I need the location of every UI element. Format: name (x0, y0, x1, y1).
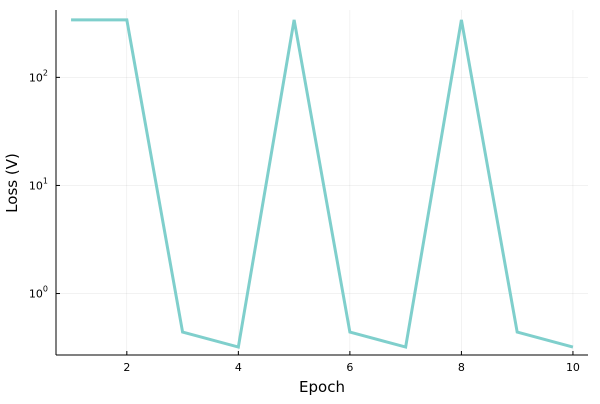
grid (56, 10, 588, 355)
series-line (71, 18, 574, 349)
x-tick-label: 8 (458, 361, 465, 374)
x-axis-title: Epoch (299, 378, 345, 396)
y-tick-base: 10 (29, 179, 43, 192)
x-tick-label: 2 (123, 361, 130, 374)
x-tick-label: 4 (235, 361, 242, 374)
y-tick-label: 100 (29, 285, 48, 301)
y-tick-exponent: 2 (43, 68, 48, 77)
x-tick-label: 10 (566, 361, 580, 374)
x-tick-label: 6 (346, 361, 353, 374)
y-tick-label: 101 (29, 176, 48, 192)
x-tick-labels: 2 4 6 8 10 (123, 351, 580, 374)
series (71, 18, 574, 349)
y-tick-base: 10 (29, 288, 43, 301)
y-tick-label: 102 (29, 68, 48, 84)
y-tick-base: 10 (29, 71, 43, 84)
y-tick-exponent: 0 (43, 285, 48, 294)
y-tick-exponent: 1 (43, 176, 48, 185)
y-axis-title: Loss (V) (3, 153, 21, 213)
